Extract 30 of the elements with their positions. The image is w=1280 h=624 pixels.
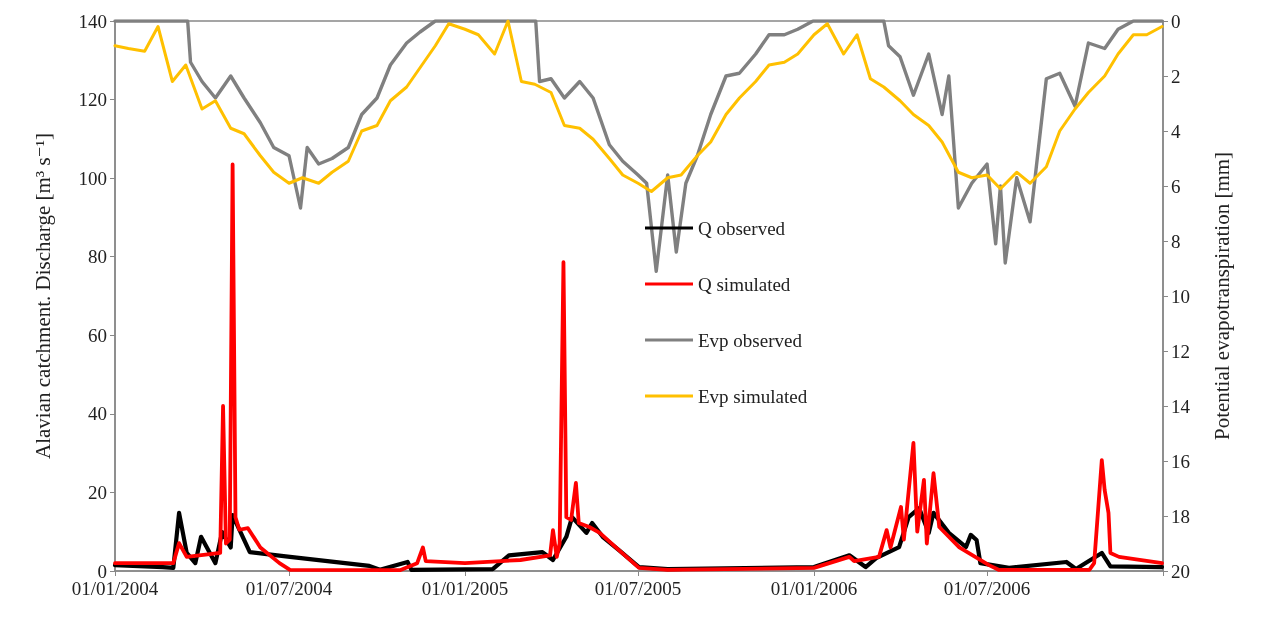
y2-tick-label: 18 — [1171, 505, 1190, 527]
y2-tick-label: 20 — [1171, 560, 1190, 582]
y2-axis-title: Potential evapotranspiration [mm] — [1209, 151, 1234, 441]
line-series — [113, 19, 1164, 193]
y2-tick-label: 0 — [1171, 10, 1181, 32]
y2-tick-label: 10 — [1171, 285, 1190, 307]
x-tick-label: 01/07/2004 — [245, 578, 333, 599]
legend-label: Evp observed — [698, 329, 803, 351]
y2-tick-label: 12 — [1171, 340, 1190, 362]
legend-label: Q observed — [698, 217, 786, 239]
y2-tick-label: 14 — [1171, 395, 1191, 417]
y2-tick-label: 16 — [1171, 450, 1190, 472]
x-tick-label: 01/07/2005 — [594, 578, 682, 599]
legend-label: Evp simulated — [698, 385, 808, 407]
y-tick-label: 60 — [88, 324, 107, 346]
y-tick-label: 140 — [78, 10, 107, 32]
legend-label: Q simulated — [698, 273, 791, 295]
y-axis-title: Alavian catchment. Discharge [m³ s⁻¹] — [30, 133, 55, 459]
y-tick-label: 120 — [78, 89, 107, 111]
y2-tick-label: 6 — [1171, 175, 1181, 197]
y2-tick-label: 4 — [1171, 120, 1181, 142]
y-tick-label: 20 — [88, 481, 107, 503]
y-tick-label: 100 — [78, 167, 107, 189]
y2-tick-label: 8 — [1171, 230, 1181, 252]
x-tick-label: 01/01/2006 — [770, 578, 858, 599]
y-tick-label: 40 — [88, 403, 107, 425]
x-tick-label: 01/01/2005 — [421, 578, 509, 599]
y-tick-label: 80 — [88, 246, 107, 268]
x-tick-label: 01/07/2006 — [943, 578, 1031, 599]
y2-tick-label: 2 — [1171, 65, 1181, 87]
